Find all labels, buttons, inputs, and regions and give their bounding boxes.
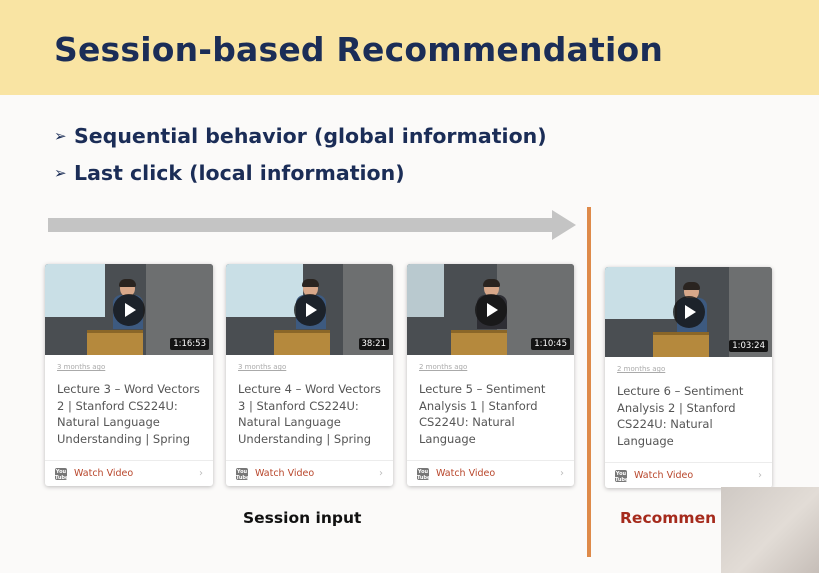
video-title[interactable]: Lecture 3 – Word Vectors 2 | Stanford CS… (57, 382, 200, 446)
chevron-right-icon: › (379, 468, 383, 479)
play-icon[interactable] (113, 293, 145, 326)
video-thumbnail[interactable]: 1:16:53 (45, 264, 213, 355)
video-card-lecture-5[interactable]: 1:10:45 2 months ago Lecture 5 – Sentime… (407, 264, 574, 486)
video-card-lecture-4[interactable]: 38:21 3 months ago Lecture 4 – Word Vect… (226, 264, 393, 486)
arrow-bullet-icon: ➢ (54, 126, 67, 145)
upload-age: 3 months ago (238, 363, 287, 371)
chevron-right-icon: › (758, 470, 762, 481)
youtube-icon: You Tube (55, 467, 69, 481)
bullet-list: ➢ Sequential behavior (global informatio… (54, 117, 547, 191)
video-title[interactable]: Lecture 6 – Sentiment Analysis 2 | Stanf… (617, 384, 744, 448)
session-input-label: Session input (243, 509, 362, 527)
slide-title: Session-based Recommendation (54, 30, 664, 69)
duration-badge: 38:21 (358, 338, 389, 350)
bullet-item: ➢ Sequential behavior (global informatio… (54, 117, 547, 154)
slide-header: Session-based Recommendation (0, 0, 819, 95)
video-card-lecture-6-recommended[interactable]: 1:03:24 2 months ago Lecture 6 – Sentime… (605, 267, 772, 488)
chevron-right-icon: › (560, 468, 564, 479)
duration-badge: 1:03:24 (729, 340, 768, 352)
video-title[interactable]: Lecture 5 – Sentiment Analysis 1 | Stanf… (419, 382, 546, 446)
recommendation-label: Recommen (620, 509, 717, 527)
video-thumbnail[interactable]: 1:03:24 (605, 267, 772, 357)
youtube-icon: You Tube (236, 467, 250, 481)
watch-video-label: Watch Video (74, 468, 134, 479)
youtube-icon: You Tube (417, 467, 431, 481)
upload-age: 2 months ago (419, 363, 468, 371)
play-icon[interactable] (672, 296, 705, 328)
arrow-bullet-icon: ➢ (54, 163, 67, 182)
bullet-text: Last click (local information) (74, 160, 405, 185)
watch-video-label: Watch Video (436, 468, 496, 479)
upload-age: 2 months ago (617, 365, 666, 373)
play-icon[interactable] (293, 293, 326, 326)
bullet-item: ➢ Last click (local information) (54, 154, 547, 191)
bullet-text: Sequential behavior (global information) (74, 123, 547, 148)
video-title[interactable]: Lecture 4 – Word Vectors 3 | Stanford CS… (238, 382, 381, 446)
video-card-lecture-3[interactable]: 1:16:53 3 months ago Lecture 3 – Word Ve… (45, 264, 213, 486)
watch-video-link[interactable]: You Tube Watch Video › (407, 460, 574, 486)
chevron-right-icon: › (199, 468, 203, 479)
watch-video-label: Watch Video (255, 468, 315, 479)
duration-badge: 1:10:45 (531, 338, 570, 350)
play-icon[interactable] (474, 293, 507, 326)
youtube-icon: You Tube (615, 469, 629, 483)
duration-badge: 1:16:53 (170, 338, 209, 350)
webcam-overlay (721, 487, 819, 573)
watch-video-link[interactable]: You Tube Watch Video › (605, 462, 772, 488)
sequence-arrow-icon (48, 210, 576, 240)
session-divider (587, 207, 591, 557)
video-thumbnail[interactable]: 1:10:45 (407, 264, 574, 355)
watch-video-label: Watch Video (634, 470, 694, 481)
upload-age: 3 months ago (57, 363, 106, 371)
video-thumbnail[interactable]: 38:21 (226, 264, 393, 355)
watch-video-link[interactable]: You Tube Watch Video › (226, 460, 393, 486)
watch-video-link[interactable]: You Tube Watch Video › (45, 460, 213, 486)
